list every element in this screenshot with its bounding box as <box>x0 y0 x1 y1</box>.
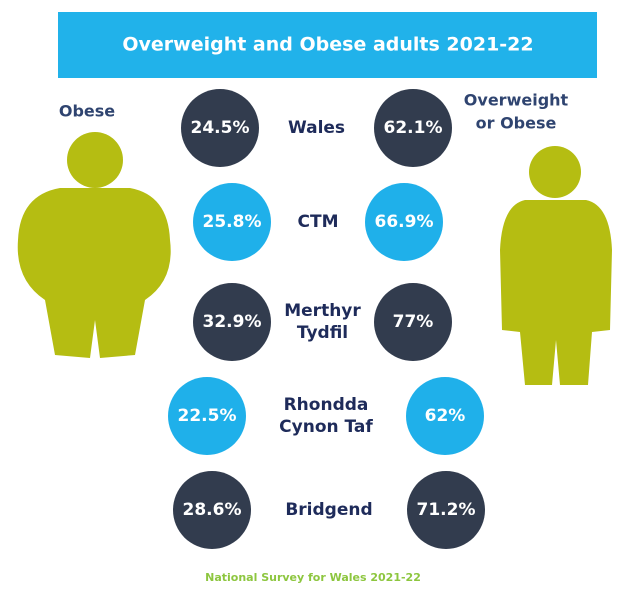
obese-figure <box>18 132 171 358</box>
overweight-value: 62.1% <box>384 118 443 138</box>
right-label: Overweight <box>464 91 569 110</box>
area-name: Merthyr <box>284 301 361 321</box>
obese-value: 22.5% <box>178 406 237 426</box>
right-label: or Obese <box>476 114 557 133</box>
area-name: Tydfil <box>297 323 348 343</box>
overweight-value: 62% <box>425 406 466 426</box>
obese-value: 28.6% <box>183 500 242 520</box>
area-name: Rhondda <box>284 395 369 415</box>
overweight-value: 77% <box>393 312 434 332</box>
area-name: Cynon Taf <box>279 417 373 437</box>
obese-value: 25.8% <box>203 212 262 232</box>
obese-value: 32.9% <box>203 312 262 332</box>
title: Overweight and Obese adults 2021-22 <box>122 34 533 56</box>
area-name: Bridgend <box>285 500 372 520</box>
overweight-value: 71.2% <box>417 500 476 520</box>
source: National Survey for Wales 2021-22 <box>205 571 421 584</box>
area-name: CTM <box>298 212 339 232</box>
left-label: Obese <box>59 102 115 121</box>
overweight-value: 66.9% <box>375 212 434 232</box>
overweight-figure <box>500 146 612 385</box>
obese-value: 24.5% <box>191 118 250 138</box>
area-name: Wales <box>288 118 345 138</box>
infographic: Overweight and Obese adults 2021-22 Obes… <box>0 0 627 592</box>
